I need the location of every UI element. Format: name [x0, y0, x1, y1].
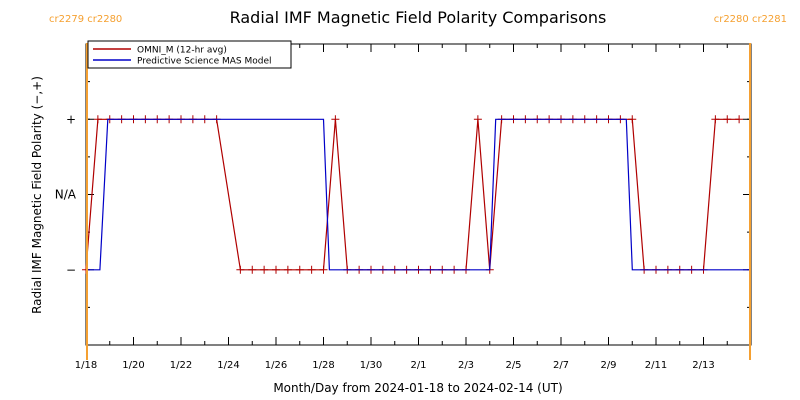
legend: OMNI_M (12-hr avg)Predictive Science MAS…: [87, 40, 292, 69]
carrington-label: cr2279 cr2280: [49, 14, 122, 25]
data-point: [628, 115, 637, 124]
axis-ticks: 1/18 1/20 1/22 1/24 1/26 1/28 1/30 2/1 2/3 2/5 2/7…: [55, 43, 752, 371]
y-tick-label: −: [66, 263, 76, 277]
data-point: [331, 115, 340, 124]
legend-label: OMNI_M (12-hr avg): [137, 46, 227, 56]
data-point: [260, 265, 269, 274]
legend-label: Predictive Science MAS Model: [137, 57, 272, 67]
x-tick-label: 1/26: [265, 360, 287, 371]
legend-box: [87, 40, 292, 69]
x-tick-label: 2/7: [553, 360, 569, 371]
x-tick-label: 2/13: [692, 360, 714, 371]
data-point: [319, 265, 328, 274]
y-tick-label: +: [66, 112, 76, 126]
data-point: [295, 265, 304, 274]
x-tick-label: 1/24: [217, 360, 239, 371]
data-point: [711, 115, 720, 124]
data-point: [473, 115, 482, 124]
chart-title: Radial IMF Magnetic Field Polarity Compa…: [230, 8, 607, 27]
data-point: [248, 265, 257, 274]
x-tick-label: 1/18: [75, 360, 97, 371]
y-axis-label: Radial IMF Magnetic Field Polarity (−,+): [30, 76, 44, 314]
carrington-markers: cr2279 cr2280 cr2280 cr2281: [49, 14, 787, 360]
carrington-label: cr2280 cr2281: [714, 14, 787, 25]
x-tick-label: 1/28: [312, 360, 334, 371]
data-point: [735, 115, 744, 124]
series-line-1: [86, 118, 751, 271]
plot-frame: [85, 43, 752, 346]
y-tick-label: N/A: [55, 188, 77, 202]
x-tick-label: 2/9: [600, 360, 616, 371]
data-point: [272, 265, 280, 274]
x-tick-label: 1/30: [360, 360, 382, 371]
data-point: [723, 115, 732, 124]
x-axis-label: Month/Day from 2024-01-18 to 2024-02-14 …: [273, 381, 562, 395]
x-tick-label: 2/3: [458, 360, 474, 371]
x-tick-label: 2/1: [410, 360, 426, 371]
x-tick-label: 1/20: [122, 360, 144, 371]
x-tick-label: 1/22: [170, 360, 192, 371]
data-point: [236, 265, 245, 274]
data-point: [93, 115, 102, 124]
x-tick-label: 2/11: [645, 360, 667, 371]
series-line-0: [85, 118, 740, 271]
data-point: [283, 265, 292, 274]
series-layer: [82, 115, 751, 274]
data-point: [307, 265, 316, 274]
x-tick-label: 2/5: [505, 360, 521, 371]
